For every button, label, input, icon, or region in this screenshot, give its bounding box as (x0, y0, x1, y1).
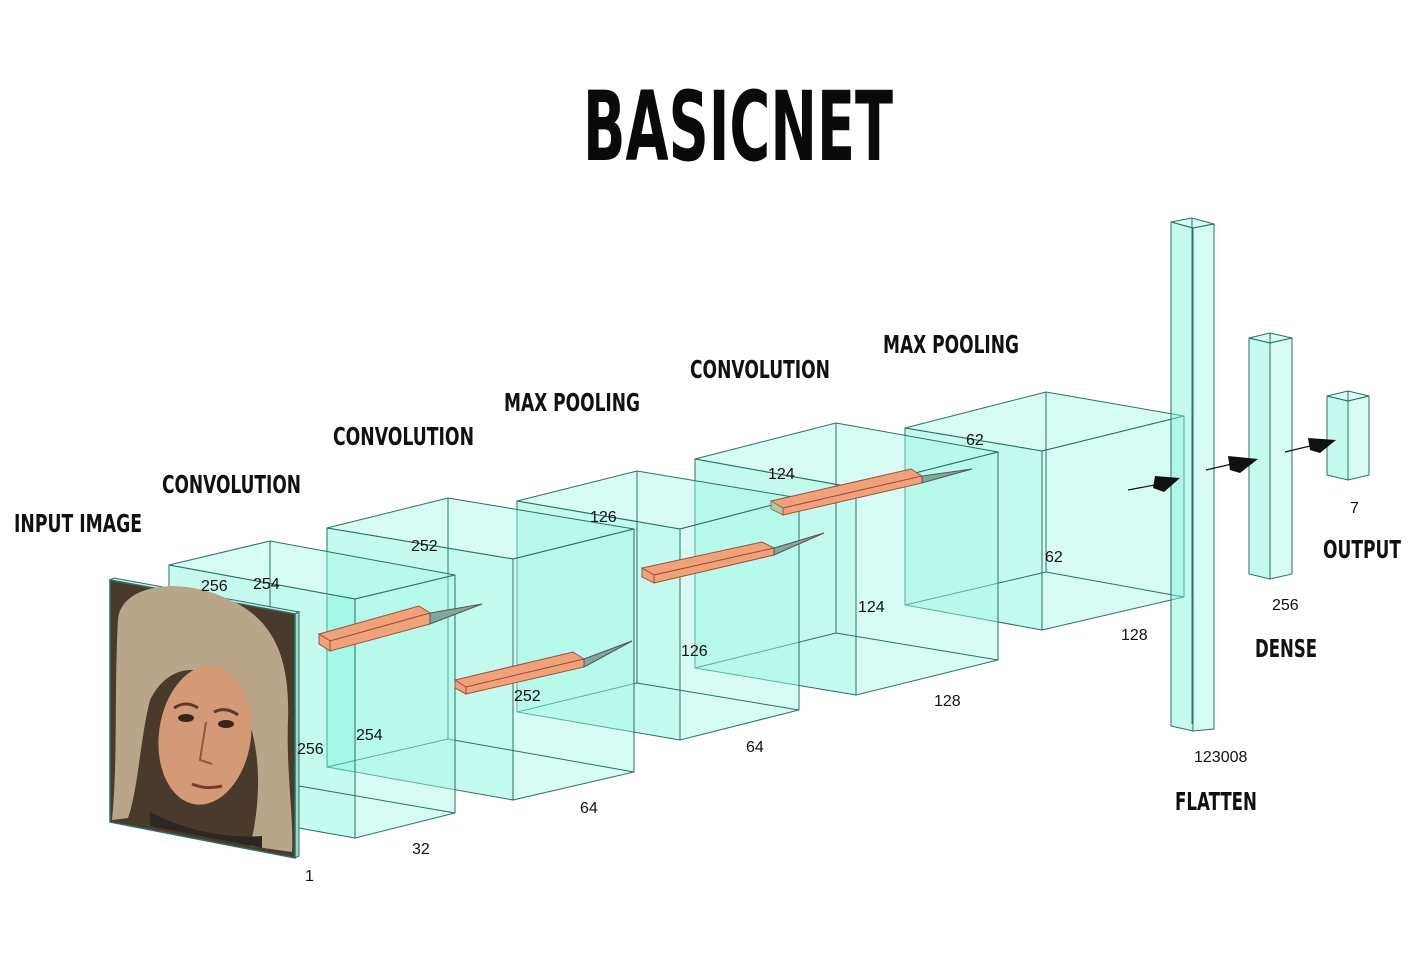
output-size-dim: 7 (1350, 500, 1359, 517)
arrow-to-dense (1205, 456, 1258, 473)
label-dense: DENSE (1255, 634, 1317, 663)
label-flatten: FLATTEN (1175, 787, 1257, 816)
pool2-side-dim: 62 (1045, 549, 1063, 566)
conv1-side-dim: 254 (356, 727, 383, 744)
pool2-top-dim: 62 (966, 432, 984, 449)
kernel-2 (453, 640, 633, 695)
output-column (1326, 390, 1370, 481)
pool2-depth-dim: 128 (1121, 627, 1148, 644)
kernel-3 (640, 532, 825, 584)
arrow-to-output (1284, 438, 1336, 453)
label-convolution-3: CONVOLUTION (690, 355, 830, 384)
conv2-depth-dim: 64 (580, 800, 598, 817)
conv1-top-dim: 254 (253, 576, 280, 593)
pool1-top-dim: 126 (590, 509, 617, 526)
input-depth-dim: 1 (305, 868, 314, 885)
label-output: OUTPUT (1323, 535, 1401, 564)
label-input-image: INPUT IMAGE (14, 509, 142, 538)
dense-column (1248, 332, 1293, 580)
conv3-depth-dim: 128 (934, 693, 961, 710)
arrow-to-flatten (1127, 476, 1180, 492)
conv3-side-dim: 124 (858, 599, 885, 616)
conv2-top-dim: 252 (411, 538, 438, 555)
conv2-volume (326, 497, 635, 801)
label-convolution-1: CONVOLUTION (162, 470, 301, 499)
conv1-depth-dim: 32 (412, 841, 430, 858)
input-width-dim: 256 (297, 741, 324, 758)
input-image (108, 577, 301, 859)
conv2-side-dim: 252 (514, 688, 541, 705)
pool1-volume (516, 470, 800, 741)
dense-size-dim: 256 (1272, 597, 1299, 614)
pool1-depth-dim: 64 (746, 739, 764, 756)
kernel-4 (769, 468, 973, 516)
input-height-dim: 256 (201, 578, 228, 595)
flatten-size-dim: 123008 (1194, 749, 1247, 766)
kernel-1 (317, 603, 483, 652)
flatten-column (1170, 217, 1215, 732)
label-max-pooling-1: MAX POOLING (504, 388, 640, 417)
label-max-pooling-2: MAX POOLING (883, 330, 1019, 359)
diagram-title: BASICNET (583, 71, 893, 183)
conv3-top-dim: 124 (768, 466, 795, 483)
label-convolution-2: CONVOLUTION (333, 422, 474, 451)
conv3-volume (694, 422, 999, 696)
pool1-side-dim: 126 (681, 643, 708, 660)
